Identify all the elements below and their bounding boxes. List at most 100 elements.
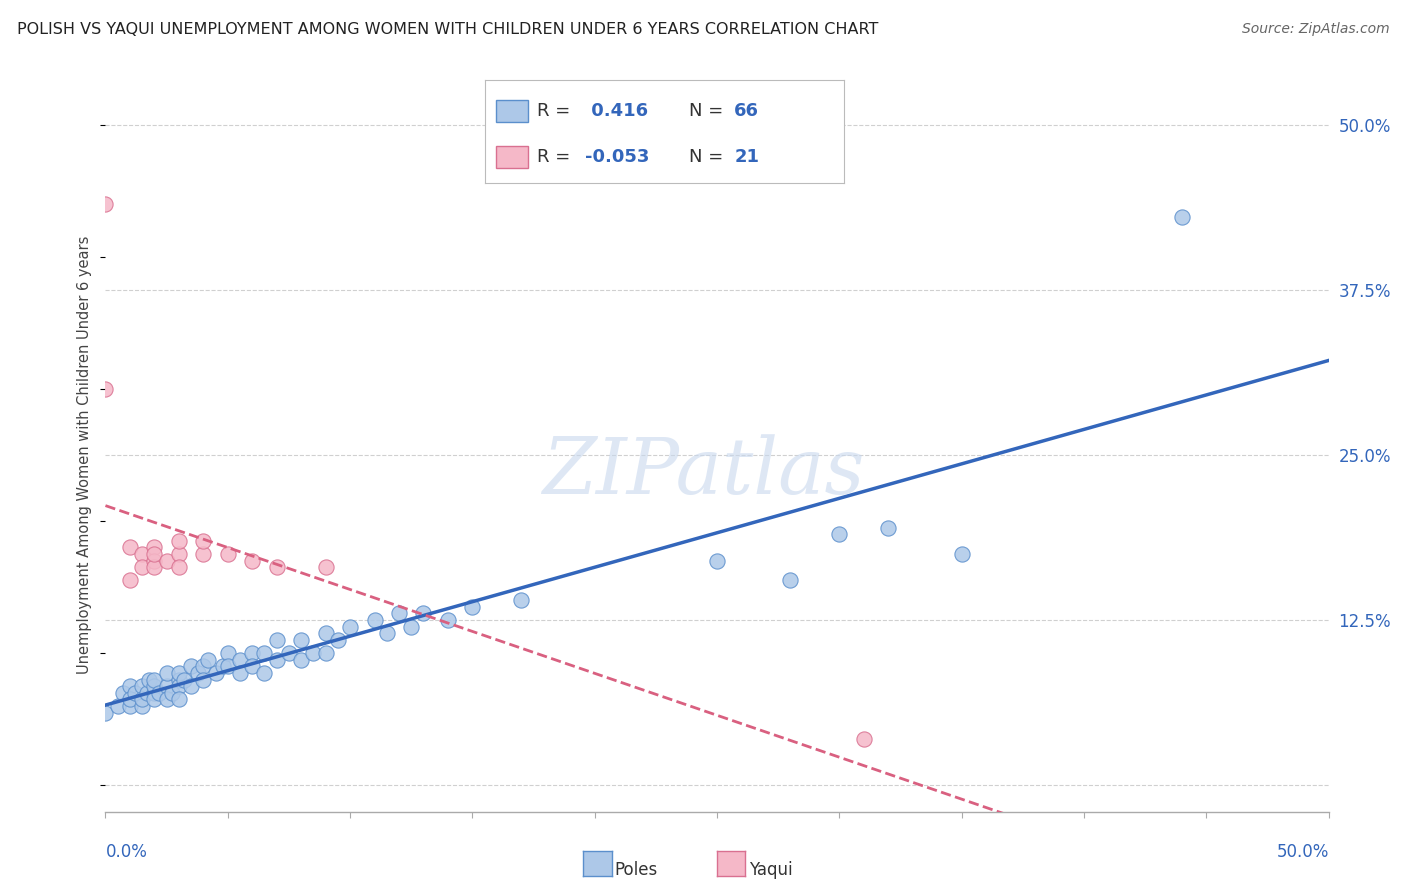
Point — [131, 692, 153, 706]
Point — [193, 673, 215, 687]
Text: Yaqui: Yaqui — [749, 861, 793, 879]
Text: N =: N = — [689, 148, 724, 166]
Point — [363, 613, 385, 627]
Point — [229, 665, 252, 680]
Point — [143, 554, 166, 568]
Point — [266, 653, 288, 667]
Point — [706, 554, 728, 568]
Point — [94, 706, 117, 720]
Point — [160, 686, 183, 700]
Point — [148, 686, 170, 700]
Point — [156, 554, 179, 568]
Point — [131, 698, 153, 713]
Point — [118, 692, 141, 706]
Point — [167, 560, 190, 574]
Text: 50.0%: 50.0% — [1277, 843, 1329, 861]
Point — [111, 686, 134, 700]
Point — [852, 732, 875, 747]
Text: ZIPatlas: ZIPatlas — [541, 434, 865, 511]
Point — [212, 659, 235, 673]
Text: Poles: Poles — [614, 861, 658, 879]
Text: 66: 66 — [734, 102, 759, 120]
Point — [143, 560, 166, 574]
Point — [167, 692, 190, 706]
Point — [266, 632, 288, 647]
Text: R =: R = — [537, 148, 571, 166]
Point — [193, 659, 215, 673]
Point — [217, 547, 239, 561]
Text: N =: N = — [689, 102, 724, 120]
Point — [437, 613, 460, 627]
Text: 0.0%: 0.0% — [105, 843, 148, 861]
Point — [143, 673, 166, 687]
Point — [290, 653, 312, 667]
FancyBboxPatch shape — [496, 100, 529, 122]
Point — [204, 665, 226, 680]
Text: Source: ZipAtlas.com: Source: ZipAtlas.com — [1241, 22, 1389, 37]
Point — [167, 665, 190, 680]
Point — [124, 686, 146, 700]
Point — [290, 632, 312, 647]
Point — [240, 659, 263, 673]
Point — [375, 626, 398, 640]
Point — [193, 533, 215, 548]
Point — [217, 646, 239, 660]
Point — [167, 533, 190, 548]
Point — [266, 560, 288, 574]
Point — [217, 659, 239, 673]
Point — [229, 653, 252, 667]
Point — [156, 665, 179, 680]
Point — [143, 692, 166, 706]
Point — [167, 679, 190, 693]
Point — [339, 620, 361, 634]
Point — [143, 547, 166, 561]
Point — [180, 659, 202, 673]
Point — [253, 665, 276, 680]
Point — [118, 541, 141, 555]
Point — [315, 626, 337, 640]
Point — [156, 679, 179, 693]
Point — [326, 632, 349, 647]
Point — [828, 527, 851, 541]
Text: 0.416: 0.416 — [585, 102, 648, 120]
Point — [131, 679, 153, 693]
Point — [315, 646, 337, 660]
Point — [388, 607, 411, 621]
Point — [253, 646, 276, 660]
Point — [167, 547, 190, 561]
Point — [94, 197, 117, 211]
Point — [193, 547, 215, 561]
Point — [461, 599, 484, 614]
Point — [136, 686, 159, 700]
Y-axis label: Unemployment Among Women with Children Under 6 years: Unemployment Among Women with Children U… — [77, 235, 93, 674]
FancyBboxPatch shape — [496, 146, 529, 169]
Text: R =: R = — [537, 102, 571, 120]
Point — [240, 554, 263, 568]
Point — [118, 574, 141, 588]
Point — [131, 547, 153, 561]
Point — [412, 607, 434, 621]
Point — [180, 679, 202, 693]
Point — [278, 646, 301, 660]
Point — [779, 574, 801, 588]
Point — [510, 593, 533, 607]
Point — [107, 698, 129, 713]
Point — [131, 560, 153, 574]
Point — [1171, 210, 1194, 224]
Point — [118, 698, 141, 713]
Point — [302, 646, 325, 660]
Point — [143, 541, 166, 555]
Point — [877, 520, 900, 534]
Point — [156, 692, 179, 706]
Point — [138, 673, 160, 687]
Point — [143, 686, 166, 700]
Text: POLISH VS YAQUI UNEMPLOYMENT AMONG WOMEN WITH CHILDREN UNDER 6 YEARS CORRELATION: POLISH VS YAQUI UNEMPLOYMENT AMONG WOMEN… — [17, 22, 879, 37]
Text: 21: 21 — [734, 148, 759, 166]
Text: -0.053: -0.053 — [585, 148, 650, 166]
Point — [167, 673, 190, 687]
Point — [118, 679, 141, 693]
Point — [197, 653, 219, 667]
Point — [240, 646, 263, 660]
Point — [143, 679, 166, 693]
Point — [950, 547, 973, 561]
